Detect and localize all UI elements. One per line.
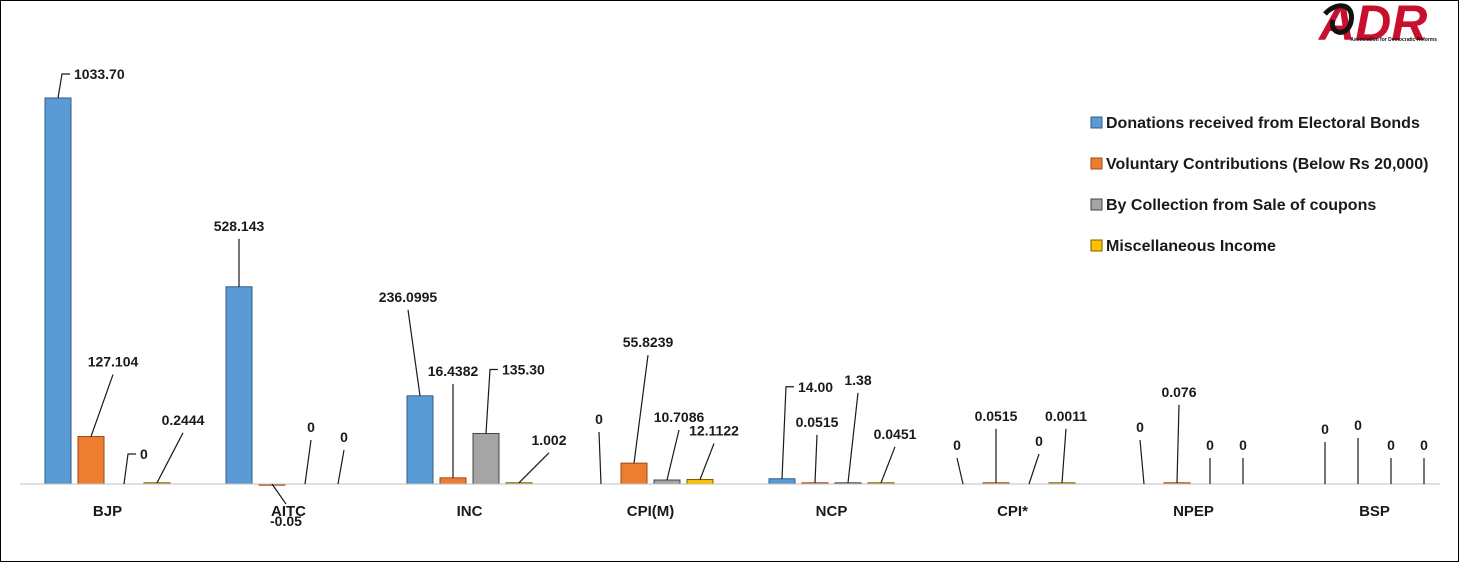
leader-npep-voluntary-contributions-below-rs-20-000 (1176, 404, 1180, 483)
data-label-npep-miscellaneous-income: 0 (1239, 437, 1247, 453)
data-label-bjp-by-collection-from-sale-of-coupons: 0 (140, 446, 148, 462)
data-label-bjp-voluntary-contributions-below-rs-20-000: 127.104 (88, 354, 139, 370)
bar-bjp-donations-received-from-electoral-bonds (44, 97, 72, 485)
leader-cpi-m-donations-received-from-electoral-bonds (598, 431, 602, 485)
data-label-cpi-donations-received-from-electoral-bonds: 0 (953, 437, 961, 453)
data-label-bsp-voluntary-contributions-below-rs-20-000: 0 (1354, 417, 1362, 433)
bar-cpi-m-voluntary-contributions-below-rs-20-000 (620, 462, 648, 485)
leader-ncp-by-collection-from-sale-of-coupons (847, 392, 859, 483)
data-label-aitc-voluntary-contributions-below-rs-20-000: -0.05 (270, 513, 302, 529)
leader-inc-miscellaneous-income (518, 452, 550, 484)
leader-inc-donations-received-from-electoral-bonds (407, 309, 421, 396)
data-label-aitc-miscellaneous-income: 0 (340, 429, 348, 445)
data-label-npep-by-collection-from-sale-of-coupons: 0 (1206, 437, 1214, 453)
leader-cpi-m-voluntary-contributions-below-rs-20-000 (633, 355, 649, 464)
data-label-aitc-donations-received-from-electoral-bonds: 528.143 (214, 218, 265, 234)
legend-swatch-miscellaneous-income (1090, 239, 1103, 252)
legend-label-voluntary-contributions-below-rs-20-000: Voluntary Contributions (Below Rs 20,000… (1106, 156, 1428, 173)
data-label-aitc-by-collection-from-sale-of-coupons: 0 (307, 419, 315, 435)
data-label-cpi-m-donations-received-from-electoral-bonds: 0 (595, 411, 603, 427)
leader-bjp-by-collection-from-sale-of-coupons (123, 453, 136, 485)
leader-cpi-miscellaneous-income (1061, 428, 1067, 483)
data-labels-group: 1033.70 127.104 0 0.2444 528.143 -0.05 0 0 236.0… (74, 66, 1428, 529)
category-labels-group: BJP AITC INC CPI(M) NCP CPI* NPEP BSP (93, 503, 1390, 520)
category-label-bsp: BSP (1359, 503, 1390, 520)
leader-cpi-by-collection-from-sale-of-coupons (1028, 453, 1040, 485)
data-label-npep-donations-received-from-electoral-bonds: 0 (1136, 419, 1144, 435)
category-label-inc: INC (457, 503, 483, 520)
data-label-inc-donations-received-from-electoral-bonds: 236.0995 (379, 289, 438, 305)
data-label-cpi-m-by-collection-from-sale-of-coupons: 10.7086 (654, 409, 705, 425)
leader-cpi-donations-received-from-electoral-bonds (956, 457, 964, 485)
data-label-ncp-donations-received-from-electoral-bonds: 14.00 (798, 379, 833, 395)
data-label-inc-voluntary-contributions-below-rs-20-000: 16.4382 (428, 363, 479, 379)
data-label-cpi-m-voluntary-contributions-below-rs-20-000: 55.8239 (623, 334, 674, 350)
leader-lines-group (57, 73, 1425, 505)
data-label-cpi-miscellaneous-income: 0.0011 (1045, 408, 1087, 424)
data-label-inc-by-collection-from-sale-of-coupons: 135.30 (502, 361, 545, 377)
data-label-cpi-by-collection-from-sale-of-coupons: 0 (1035, 433, 1043, 449)
legend-swatch-by-collection-from-sale-of-coupons (1090, 198, 1103, 211)
leader-ncp-miscellaneous-income (880, 446, 896, 484)
leader-bjp-voluntary-contributions-below-rs-20-000 (90, 374, 114, 437)
data-label-cpi-voluntary-contributions-below-rs-20-000: 0.0515 (975, 408, 1018, 424)
data-label-npep-voluntary-contributions-below-rs-20-000: 0.076 (1161, 384, 1196, 400)
legend-swatch-donations-received-from-electoral-bonds (1090, 116, 1103, 129)
category-label-npep: NPEP (1173, 503, 1214, 520)
legend: Donations received from Electoral Bonds V… (1090, 115, 1428, 255)
bar-aitc-donations-received-from-electoral-bonds (225, 286, 253, 485)
legend-label-by-collection-from-sale-of-coupons: By Collection from Sale of coupons (1106, 197, 1376, 214)
leader-cpi-m-by-collection-from-sale-of-coupons (666, 429, 680, 481)
bar-inc-by-collection-from-sale-of-coupons (472, 432, 500, 485)
data-label-inc-miscellaneous-income: 1.002 (531, 432, 566, 448)
category-label-ncp: NCP (816, 503, 848, 520)
category-label-cpi-m: CPI(M) (627, 503, 675, 520)
bar-cpi-m-by-collection-from-sale-of-coupons (653, 479, 681, 485)
adr-logo-mark: ADR (1317, 0, 1427, 51)
leader-aitc-voluntary-contributions-below-rs-20-000 (271, 483, 287, 505)
leader-bjp-miscellaneous-income (156, 432, 184, 484)
bar-cpi-m-miscellaneous-income (686, 478, 714, 485)
leader-ncp-voluntary-contributions-below-rs-20-000 (814, 434, 818, 483)
leader-inc-by-collection-from-sale-of-coupons (485, 368, 498, 434)
adr-logo-subtitle: Association for Democratic Reforms (1350, 37, 1437, 43)
leader-ncp-donations-received-from-electoral-bonds (781, 386, 794, 479)
leader-aitc-miscellaneous-income (337, 449, 345, 485)
bar-ncp-donations-received-from-electoral-bonds (768, 478, 796, 485)
leader-aitc-by-collection-from-sale-of-coupons (304, 439, 312, 485)
leader-npep-donations-received-from-electoral-bonds (1139, 439, 1145, 485)
bar-inc-donations-received-from-electoral-bonds (406, 395, 434, 485)
category-label-aitc: AITC (271, 503, 306, 520)
data-label-bsp-by-collection-from-sale-of-coupons: 0 (1387, 437, 1395, 453)
leader-cpi-m-miscellaneous-income (699, 443, 715, 480)
category-label-cpi: CPI* (997, 503, 1028, 520)
leader-bjp-donations-received-from-electoral-bonds (57, 73, 70, 99)
data-label-cpi-m-miscellaneous-income: 12.1122 (689, 422, 739, 438)
data-label-bsp-donations-received-from-electoral-bonds: 0 (1321, 421, 1329, 437)
data-label-bjp-miscellaneous-income: 0.2444 (162, 412, 205, 428)
adr-logo: ADR (1311, 0, 1441, 51)
adr-logo-swoosh (1323, 3, 1354, 35)
data-label-ncp-miscellaneous-income: 0.0451 (874, 426, 917, 442)
data-label-bjp-donations-received-from-electoral-bonds: 1033.70 (74, 66, 125, 82)
data-label-ncp-by-collection-from-sale-of-coupons: 1.38 (844, 372, 871, 388)
legend-label-donations-received-from-electoral-bonds: Donations received from Electoral Bonds (1106, 115, 1420, 132)
legend-swatch-voluntary-contributions-below-rs-20-000 (1090, 157, 1103, 170)
bar-inc-voluntary-contributions-below-rs-20-000 (439, 477, 467, 485)
data-label-ncp-voluntary-contributions-below-rs-20-000: 0.0515 (796, 414, 839, 430)
category-label-bjp: BJP (93, 503, 122, 520)
data-label-bsp-miscellaneous-income: 0 (1420, 437, 1428, 453)
legend-label-miscellaneous-income: Miscellaneous Income (1106, 238, 1276, 255)
bar-bjp-voluntary-contributions-below-rs-20-000 (77, 436, 105, 485)
bars-group (44, 97, 1191, 486)
